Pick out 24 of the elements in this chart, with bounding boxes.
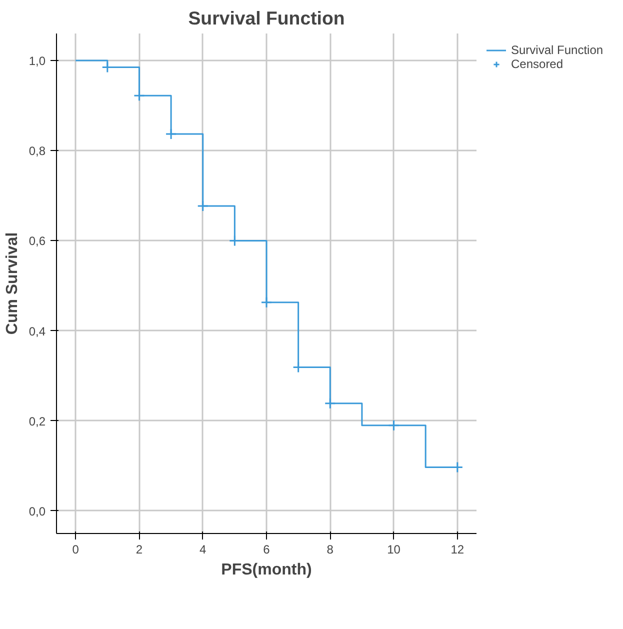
y-tick-label: 0,6 [28,234,46,248]
x-tick-label: 2 [136,542,143,556]
point [133,90,145,102]
legend-label: Survival Function [511,43,604,57]
point [388,420,400,432]
x-axis-title: PFS(month) [221,562,312,578]
y-tick-label: 0,2 [28,414,46,428]
point [324,398,336,410]
point [197,200,209,212]
x-tick-label: 0 [72,542,80,556]
y-tick-label: 1,0 [28,54,46,68]
y-tick-label: 0,8 [28,144,46,158]
y-tick-label: 0,4 [28,324,46,338]
x-tick-label: 12 [450,542,464,556]
y-axis-title: Cum Survival [4,232,21,335]
legend-label: Censored [511,57,564,71]
point [260,296,272,308]
x-tick-label: 4 [200,542,207,556]
x-tick-label: 10 [387,542,401,556]
y-tick-label: 0,0 [28,504,46,518]
x-tick-label: 8 [326,542,334,556]
point [165,128,177,140]
x-tick-label: 6 [263,542,270,556]
chart-title: Survival Function [188,8,345,28]
